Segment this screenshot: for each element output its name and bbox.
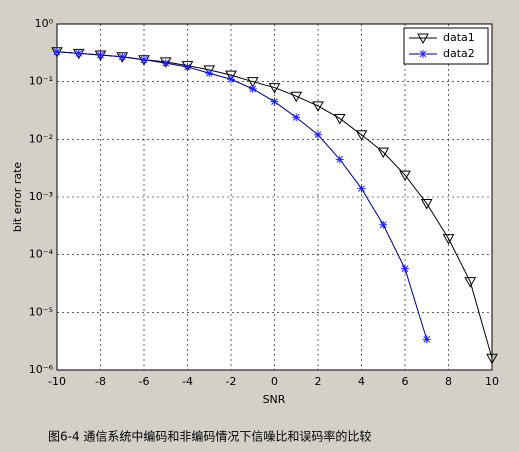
y-tick-label: 10⁻³ <box>29 190 53 203</box>
x-tick-label: -8 <box>95 375 106 388</box>
marker <box>420 199 433 210</box>
marker <box>161 59 170 68</box>
y-tick-label: 10⁻⁵ <box>29 305 53 318</box>
x-tick-label: -6 <box>139 375 150 388</box>
marker <box>268 83 281 94</box>
y-tick-label: 10⁻⁶ <box>29 363 54 376</box>
marker <box>401 264 409 273</box>
marker <box>205 69 214 78</box>
x-tick-label: 2 <box>315 375 322 388</box>
x-tick-label: 0 <box>271 375 278 388</box>
legend-marker <box>417 33 429 45</box>
y-axis-label: bit error rate <box>11 162 24 233</box>
marker <box>96 51 105 60</box>
marker <box>399 170 411 182</box>
x-tick-label: 6 <box>402 375 409 388</box>
marker <box>333 113 346 125</box>
caption: 图6-4 通信系统中编码和非编码情况下信噪比和误码率的比较 <box>48 429 371 444</box>
marker <box>464 277 477 288</box>
marker <box>53 47 61 56</box>
y-tick-label: 10⁰ <box>35 17 54 30</box>
marker <box>248 84 257 93</box>
marker <box>442 234 455 245</box>
legend-marker <box>419 50 427 58</box>
marker <box>292 113 301 122</box>
marker <box>314 130 322 139</box>
x-tick-label: -10 <box>48 375 66 388</box>
y-tick-label: 10⁻² <box>29 132 53 145</box>
marker <box>357 184 366 193</box>
marker <box>183 62 192 71</box>
plot-area <box>56 23 493 371</box>
y-tick-label: 10⁻¹ <box>29 75 53 88</box>
marker <box>379 220 388 229</box>
y-tick-label: 10⁻⁴ <box>29 248 54 261</box>
marker <box>290 91 303 103</box>
marker <box>246 77 259 88</box>
x-tick-label: 8 <box>445 375 452 388</box>
legend-label: data1 <box>443 31 475 44</box>
marker <box>422 335 431 344</box>
marker <box>227 75 235 84</box>
x-tick-label: 4 <box>358 375 365 388</box>
legend-label: data2 <box>443 47 475 60</box>
marker <box>355 130 368 141</box>
marker <box>335 155 344 164</box>
marker <box>74 49 83 58</box>
marker <box>270 97 279 106</box>
x-tick-label: 10 <box>485 375 499 388</box>
x-tick-label: -4 <box>182 375 193 388</box>
x-tick-label: -2 <box>226 375 237 388</box>
marker <box>377 147 390 159</box>
marker <box>140 55 148 64</box>
marker <box>118 52 127 61</box>
x-axis-label: SNR <box>263 393 286 406</box>
marker <box>486 353 498 365</box>
marker <box>225 70 237 82</box>
marker <box>312 101 324 112</box>
